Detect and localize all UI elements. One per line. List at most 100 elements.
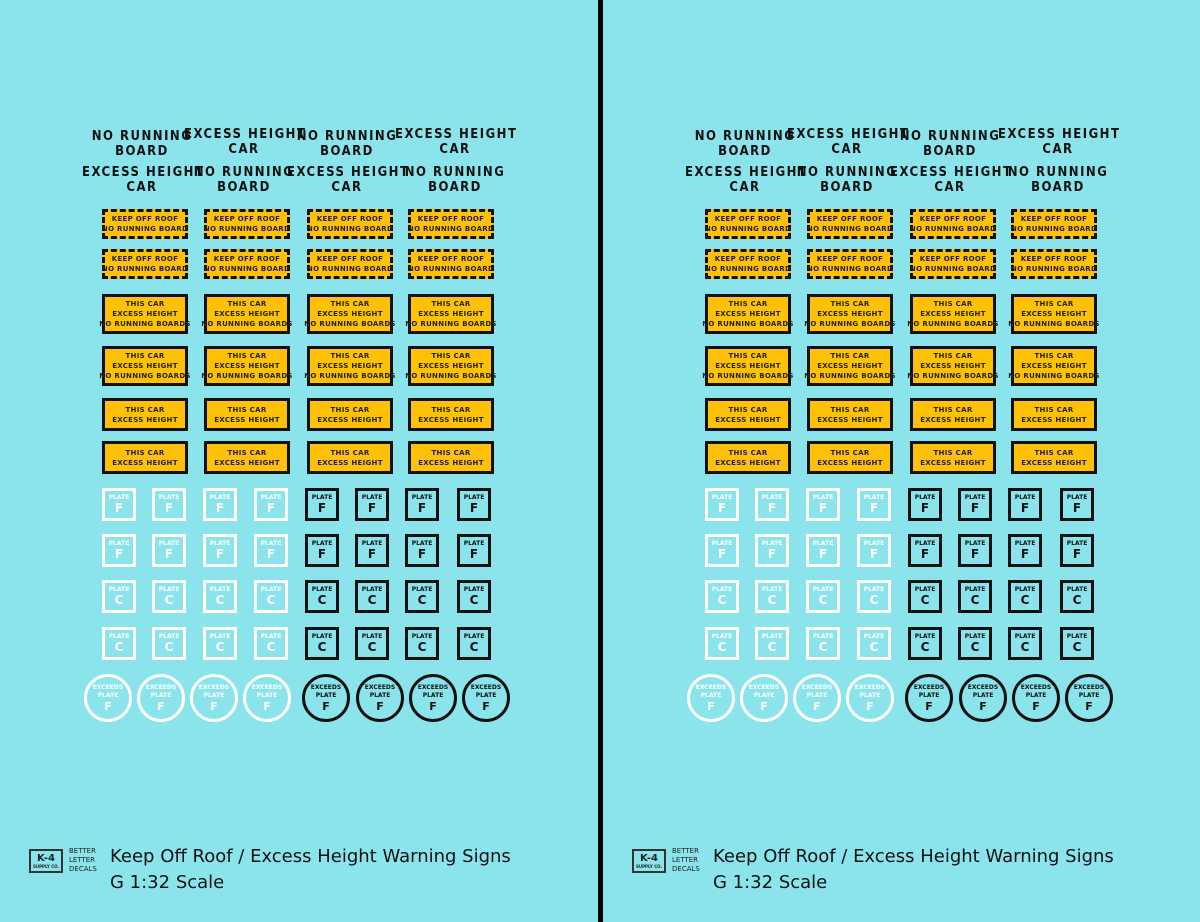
warning-sign-keep-off-roof: KEEP OFF ROOF NO RUNNING BOARD — [807, 249, 893, 279]
warning-sign-excess-height: THIS CAR EXCESS HEIGHT — [408, 398, 494, 431]
plate-label: PLATE — [209, 633, 231, 640]
warning-sign-excess-height: THIS CAR EXCESS HEIGHT — [910, 441, 996, 474]
warning-sign-excess-height: THIS CAR EXCESS HEIGHT — [807, 398, 893, 431]
plate-letter: F — [417, 547, 427, 561]
warning-sign-excess-height: THIS CAR EXCESS HEIGHT — [705, 441, 791, 474]
clearance-plate-c-white: PLATE C — [705, 627, 739, 660]
clearance-plate-c-white: PLATE C — [152, 580, 186, 613]
plate-label: PLATE — [1066, 494, 1088, 501]
clearance-plate-f-white: PLATE F — [857, 534, 891, 567]
logo-tagline-line: DECALS — [672, 865, 700, 873]
warning-sign-line: NO RUNNING BOARDS — [702, 320, 794, 328]
stencil-label-line: EXCESS HEIGHT — [685, 165, 808, 180]
stencil-label-line: NO RUNNING — [899, 129, 1001, 144]
clearance-plate-c-white: PLATE C — [102, 580, 136, 613]
warning-sign-excess-height-no-boards: THIS CAR EXCESS HEIGHT NO RUNNING BOARDS — [201, 346, 292, 386]
plate-letter: F — [367, 547, 377, 561]
plate-label: PLATE — [761, 633, 783, 640]
warning-sign-line: NO RUNNING BOARDS — [201, 320, 293, 328]
roundel-letter: F — [979, 699, 987, 713]
warning-sign-line: EXCESS HEIGHT — [817, 415, 883, 424]
roundel-letter: F — [157, 699, 165, 713]
stencil-label-excess-height-car: EXCESS HEIGHT CAR — [82, 165, 203, 195]
clearance-plate-c-white: PLATE C — [102, 627, 136, 660]
plate-label: PLATE — [1014, 633, 1036, 640]
plate-letter: C — [215, 640, 225, 654]
stencil-label-line: NO RUNNING — [193, 165, 295, 180]
plate-label: PLATE — [914, 586, 936, 593]
warning-sign-keep-off-roof: KEEP OFF ROOF NO RUNNING BOARD — [102, 249, 188, 279]
plate-label: PLATE — [1014, 586, 1036, 593]
warning-sign-line: THIS CAR — [830, 300, 870, 308]
warning-sign-excess-height: THIS CAR EXCESS HEIGHT — [1011, 398, 1097, 431]
warning-sign-line: KEEP OFF ROOF — [316, 255, 384, 263]
stencil-label-line: EXCESS HEIGHT — [998, 127, 1121, 142]
roundel-letter: F — [376, 699, 384, 713]
stencil-label-line: NO RUNNING — [296, 129, 398, 144]
warning-sign-line: THIS CAR — [125, 405, 165, 414]
plate-letter: C — [164, 640, 174, 654]
roundel-exceeds: EXCEEDS — [364, 683, 396, 691]
stencil-label-line: NO RUNNING — [694, 129, 796, 144]
clearance-plate-c-white: PLATE C — [857, 627, 891, 660]
plate-label: PLATE — [311, 540, 333, 547]
clearance-plate-c-black: PLATE C — [405, 627, 439, 660]
plate-letter: F — [215, 501, 225, 515]
warning-sign-line: NO RUNNING BOARDS — [1008, 372, 1100, 380]
roundel-exceeds: EXCEEDS — [1020, 683, 1052, 691]
warning-sign-keep-off-roof: KEEP OFF ROOF NO RUNNING BOARD — [102, 209, 188, 239]
warning-sign-line: NO RUNNING BOARDS — [907, 372, 999, 380]
warning-sign-excess-height: THIS CAR EXCESS HEIGHT — [705, 398, 791, 431]
clearance-plate-f-black: PLATE F — [1008, 488, 1042, 521]
warning-sign-excess-height-no-boards: THIS CAR EXCESS HEIGHT NO RUNNING BOARDS — [907, 346, 999, 386]
plate-label: PLATE — [209, 494, 231, 501]
clearance-plate-c-white: PLATE C — [254, 627, 288, 660]
warning-sign-line: NO RUNNING BOARDS — [804, 372, 896, 380]
roundel-exceeds: EXCEEDS — [470, 683, 502, 691]
clearance-plate-c-white: PLATE C — [254, 580, 288, 613]
roundel-letter: F — [1085, 699, 1093, 713]
warning-sign-line: KEEP OFF ROOF — [1020, 215, 1088, 223]
warning-sign-keep-off-roof: KEEP OFF ROOF NO RUNNING BOARD — [910, 249, 996, 279]
roundel-exceeds: EXCEEDS — [92, 683, 124, 691]
plate-label: PLATE — [914, 494, 936, 501]
clearance-plate-f-black: PLATE F — [305, 534, 339, 567]
logo-mark-text: K-4 — [37, 852, 55, 864]
exceeds-plate-f-roundel-white: EXCEEDS PLATE F — [137, 674, 185, 722]
plate-label: PLATE — [411, 586, 433, 593]
warning-sign-line: EXCESS HEIGHT — [112, 415, 178, 424]
clearance-plate-f-white: PLATE F — [254, 534, 288, 567]
stencil-label-line: BOARD — [1031, 180, 1085, 195]
stencil-label-line: EXCESS HEIGHT — [787, 127, 910, 142]
roundel-plate: PLATE — [700, 691, 722, 699]
plate-letter: F — [469, 547, 479, 561]
plate-letter: F — [767, 547, 777, 561]
roundel-exceeds: EXCEEDS — [748, 683, 780, 691]
warning-sign-line: NO RUNNING BOARDS — [304, 372, 396, 380]
warning-sign-excess-height: THIS CAR EXCESS HEIGHT — [102, 441, 188, 474]
plate-letter: C — [920, 640, 930, 654]
stencil-label-no-running-board: NO RUNNING BOARD — [787, 165, 907, 195]
stencil-label-excess-height-car: EXCESS HEIGHT CAR — [395, 127, 518, 157]
warning-sign-line: EXCESS HEIGHT — [1021, 362, 1087, 370]
warning-sign-line: EXCESS HEIGHT — [715, 415, 781, 424]
clearance-plate-c-black: PLATE C — [908, 627, 942, 660]
warning-sign-line: NO RUNNING BOARDS — [99, 372, 191, 380]
warning-sign-line: THIS CAR — [728, 405, 768, 414]
warning-sign-line: THIS CAR — [431, 352, 471, 360]
clearance-plate-c-black: PLATE C — [355, 580, 389, 613]
warning-sign-excess-height: THIS CAR EXCESS HEIGHT — [807, 441, 893, 474]
plate-label: PLATE — [711, 540, 733, 547]
plate-letter: C — [266, 593, 276, 607]
warning-sign-line: EXCESS HEIGHT — [317, 310, 383, 318]
plate-letter: C — [869, 640, 879, 654]
logo-tagline-line: BETTER — [672, 847, 699, 855]
logo-tagline: BETTER LETTER DECALS — [672, 847, 700, 874]
stencil-label-line: BOARD — [115, 144, 169, 159]
stencil-label-line: BOARD — [428, 180, 482, 195]
plate-letter: F — [869, 547, 879, 561]
plate-letter: C — [164, 593, 174, 607]
roundel-letter: F — [104, 699, 112, 713]
warning-sign-line: THIS CAR — [227, 405, 267, 414]
stencil-label-line: EXCESS HEIGHT — [395, 127, 518, 142]
